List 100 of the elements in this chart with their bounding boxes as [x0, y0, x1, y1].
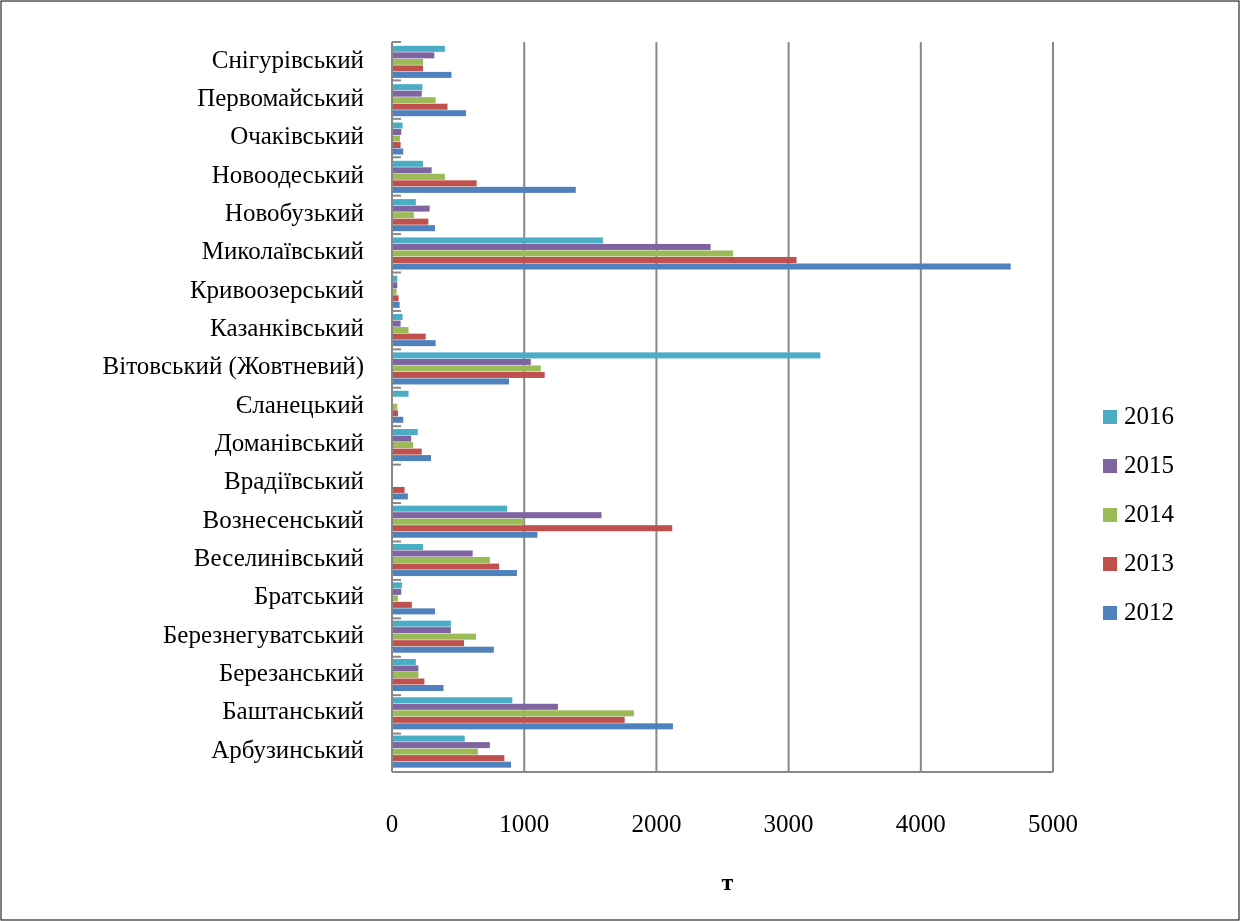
bar [392, 97, 436, 104]
x-tick-label: 5000 [1028, 810, 1078, 837]
bar [392, 755, 505, 762]
bar [392, 761, 511, 768]
bar [392, 723, 673, 730]
bar [392, 557, 490, 564]
bar [392, 665, 419, 672]
bar [392, 58, 424, 65]
bar [392, 256, 797, 263]
y-tick-label: Очаківський [230, 122, 364, 150]
bar [392, 710, 634, 717]
legend-label: 2015 [1124, 450, 1174, 478]
bar [392, 633, 476, 640]
bar [392, 582, 402, 589]
bar [392, 608, 435, 615]
bar [392, 525, 673, 532]
bar [392, 65, 424, 72]
y-tick-label: Доманівський [214, 429, 364, 457]
bar [392, 142, 401, 149]
y-tick-label: Казанківський [210, 314, 364, 342]
x-tick-label: 3000 [763, 810, 814, 837]
bar [392, 550, 473, 557]
bar [392, 250, 734, 257]
bar [392, 486, 405, 493]
bar [392, 442, 414, 449]
bar [392, 365, 541, 372]
bar [392, 512, 602, 519]
bar [392, 378, 509, 385]
bar [392, 544, 424, 551]
bar [392, 103, 448, 110]
bar [392, 186, 576, 193]
bar [392, 505, 508, 512]
bar [392, 620, 451, 627]
y-tick-label: Вітовський (Жовтневий) [102, 352, 364, 381]
y-tick-label: Баштанський [222, 697, 364, 725]
bar [392, 531, 538, 538]
y-tick-label: Вознесенський [202, 505, 364, 533]
y-tick-label: Березанський [218, 658, 364, 686]
bar [392, 371, 545, 378]
bar [392, 71, 452, 78]
y-tick-label: Миколаївський [201, 237, 364, 265]
y-tick-label: Арбузинський [211, 735, 364, 763]
bar [392, 237, 603, 244]
bar [392, 455, 431, 462]
x-tick-label: 4000 [895, 810, 946, 837]
bar [392, 243, 711, 250]
y-tick-label: Братський [254, 582, 364, 610]
bar [392, 601, 412, 608]
bar [392, 320, 401, 327]
bar [392, 429, 418, 436]
x-axis-title: т [721, 869, 734, 895]
bar [392, 180, 477, 187]
bar [392, 90, 422, 97]
bar [392, 671, 419, 678]
bar [392, 716, 625, 723]
y-tick-label: Новоодеський [211, 160, 364, 188]
y-tick-label: Новобузький [224, 199, 364, 227]
bar [392, 493, 408, 500]
bar [392, 448, 422, 455]
bar [392, 646, 494, 653]
bar [392, 84, 423, 91]
bar [392, 678, 425, 685]
bar [392, 218, 429, 225]
bar [392, 225, 435, 232]
bar [392, 563, 500, 570]
bar [392, 748, 478, 755]
bar [392, 160, 424, 167]
legend-label: 2014 [1124, 499, 1175, 527]
y-tick-label: Первомайський [197, 84, 364, 112]
bar [392, 358, 531, 365]
bar [392, 295, 399, 302]
bar [392, 735, 465, 742]
bar [392, 327, 409, 334]
bar [392, 742, 490, 749]
bar [392, 110, 467, 117]
bar [392, 173, 445, 180]
bar [392, 340, 436, 347]
bar [392, 390, 409, 397]
bar [392, 205, 430, 212]
bar [392, 640, 465, 647]
legend-label: 2012 [1124, 597, 1174, 625]
x-tick-label: 0 [385, 810, 399, 837]
bar [392, 45, 445, 52]
y-tick-label: Березнегуватський [162, 620, 364, 648]
bar [392, 314, 403, 321]
bar [392, 167, 432, 174]
bar [392, 518, 525, 525]
y-tick-label: Снігурівський [211, 45, 364, 73]
bar [392, 685, 444, 692]
bar [392, 122, 403, 129]
legend-label: 2013 [1124, 548, 1174, 576]
bar [392, 658, 416, 665]
bar [392, 301, 400, 308]
x-tick-label: 2000 [631, 810, 682, 837]
y-tick-label: Єланецький [235, 390, 364, 418]
y-tick-label: Веселинівський [193, 544, 364, 572]
bar [392, 697, 513, 704]
bar [392, 212, 414, 219]
bar [392, 333, 426, 340]
bar [392, 435, 412, 442]
